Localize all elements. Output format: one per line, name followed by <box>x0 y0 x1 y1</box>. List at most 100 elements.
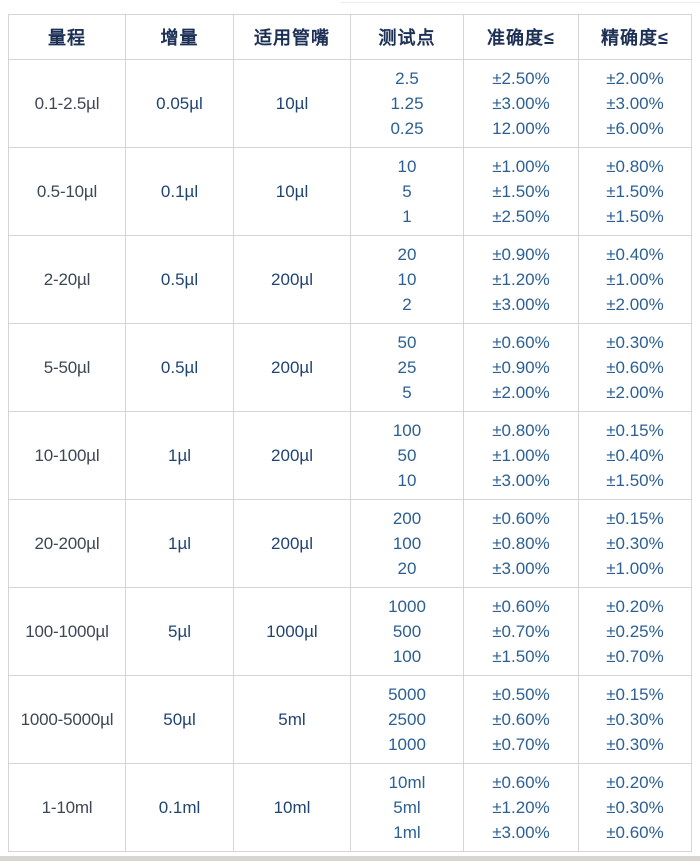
test-point-value: 20 <box>397 245 417 264</box>
test-points-cell: 200 100 20 <box>350 499 464 588</box>
test-point-value: 10 <box>397 157 417 176</box>
precision-value: ±2.00% <box>606 383 664 402</box>
accuracy-value: ±1.00% <box>492 446 550 465</box>
range-cell: 20-200µl <box>8 499 126 588</box>
tip-cell: 200µl <box>233 499 351 588</box>
precision-value: ±1.50% <box>606 207 664 226</box>
test-point-value: 10 <box>397 471 417 490</box>
test-point-value: 20 <box>397 559 417 578</box>
increment-cell: 1µl <box>125 411 234 500</box>
header-row: 量程 增量 适用管嘴 测试点 准确度≤ 精确度≤ <box>8 14 692 60</box>
tip-cell: 200µl <box>233 411 351 500</box>
accuracy-value: ±2.00% <box>492 383 550 402</box>
precision-value: ±0.15% <box>606 509 664 528</box>
test-point-value: 50 <box>397 446 417 465</box>
accuracy-value: ±2.50% <box>492 207 550 226</box>
precision-value: ±0.15% <box>606 685 664 704</box>
test-point-value: 1ml <box>393 823 421 842</box>
table-header: 量程 增量 适用管嘴 测试点 准确度≤ 精确度≤ <box>8 14 692 60</box>
range-cell: 2-20µl <box>8 235 126 324</box>
test-point-value: 5000 <box>388 685 426 704</box>
table-row: 1000-5000µl 50µl 5ml 5000 2500 1000 ±0.5… <box>8 675 692 764</box>
accuracy-value: ±3.00% <box>492 94 550 113</box>
increment-cell: 0.05µl <box>125 59 234 148</box>
precision-cell: ±0.40% ±1.00% ±2.00% <box>578 235 692 324</box>
test-point-value: 25 <box>397 358 417 377</box>
accuracy-value: ±3.00% <box>492 823 550 842</box>
accuracy-cell: ±0.60% ±0.80% ±3.00% <box>463 499 579 588</box>
table-body: 0.1-2.5µl 0.05µl 10µl 2.5 1.25 0.25 ±2.5… <box>8 59 692 852</box>
accuracy-cell: ±0.90% ±1.20% ±3.00% <box>463 235 579 324</box>
test-point-value: 2500 <box>388 710 426 729</box>
precision-value: ±0.80% <box>606 157 664 176</box>
precision-value: ±0.70% <box>606 647 664 666</box>
range-cell: 5-50µl <box>8 323 126 412</box>
test-points-cell: 10ml 5ml 1ml <box>350 763 464 852</box>
table-row: 5-50µl 0.5µl 200µl 50 25 5 ±0.60% ±0.90%… <box>8 323 692 412</box>
test-point-value: 5ml <box>393 798 421 817</box>
test-point-value: 1000 <box>388 735 426 754</box>
accuracy-value: ±0.70% <box>492 622 550 641</box>
accuracy-value: ±3.00% <box>492 471 550 490</box>
accuracy-value: ±0.60% <box>492 509 550 528</box>
precision-value: ±0.40% <box>606 245 664 264</box>
tip-cell: 10µl <box>233 147 351 236</box>
precision-value: ±0.40% <box>606 446 664 465</box>
accuracy-cell: ±1.00% ±1.50% ±2.50% <box>463 147 579 236</box>
precision-value: ±0.30% <box>606 534 664 553</box>
accuracy-value: ±0.80% <box>492 534 550 553</box>
col-header-precision: 精确度≤ <box>578 14 692 60</box>
accuracy-value: ±0.60% <box>492 710 550 729</box>
accuracy-value: ±1.00% <box>492 157 550 176</box>
test-point-value: 50 <box>397 333 417 352</box>
precision-cell: ±2.00% ±3.00% ±6.00% <box>578 59 692 148</box>
accuracy-value: ±1.20% <box>492 270 550 289</box>
tip-cell: 200µl <box>233 323 351 412</box>
accuracy-cell: ±0.50% ±0.60% ±0.70% <box>463 675 579 764</box>
precision-cell: ±0.80% ±1.50% ±1.50% <box>578 147 692 236</box>
test-point-value: 2.5 <box>395 69 419 88</box>
test-point-value: 2 <box>402 295 412 314</box>
table-row: 20-200µl 1µl 200µl 200 100 20 ±0.60% ±0.… <box>8 499 692 588</box>
tip-cell: 200µl <box>233 235 351 324</box>
col-header-range: 量程 <box>8 14 126 60</box>
range-cell: 1-10ml <box>8 763 126 852</box>
increment-cell: 0.5µl <box>125 235 234 324</box>
accuracy-cell: ±2.50% ±3.00% 12.00% <box>463 59 579 148</box>
accuracy-value: ±0.90% <box>492 358 550 377</box>
table-row: 10-100µl 1µl 200µl 100 50 10 ±0.80% ±1.0… <box>8 411 692 500</box>
table-row: 100-1000µl 5µl 1000µl 1000 500 100 ±0.60… <box>8 587 692 676</box>
tip-cell: 1000µl <box>233 587 351 676</box>
pipette-spec-table: 量程 增量 适用管嘴 测试点 准确度≤ 精确度≤ 0.1-2.5µl 0.05µ… <box>8 14 692 852</box>
test-point-value: 10 <box>397 270 417 289</box>
test-point-value: 100 <box>392 534 422 553</box>
table-row: 2-20µl 0.5µl 200µl 20 10 2 ±0.90% ±1.20%… <box>8 235 692 324</box>
col-header-accuracy: 准确度≤ <box>463 14 579 60</box>
accuracy-cell: ±0.60% ±0.70% ±1.50% <box>463 587 579 676</box>
precision-cell: ±0.15% ±0.40% ±1.50% <box>578 411 692 500</box>
accuracy-value: ±3.00% <box>492 559 550 578</box>
pipette-spec-table-container: 量程 增量 适用管嘴 测试点 准确度≤ 精确度≤ 0.1-2.5µl 0.05µ… <box>8 14 692 852</box>
accuracy-cell: ±0.80% ±1.00% ±3.00% <box>463 411 579 500</box>
test-point-value: 100 <box>392 421 422 440</box>
precision-value: ±0.30% <box>606 798 664 817</box>
range-cell: 0.1-2.5µl <box>8 59 126 148</box>
table-row: 0.5-10µl 0.1µl 10µl 10 5 1 ±1.00% ±1.50%… <box>8 147 692 236</box>
precision-cell: ±0.30% ±0.60% ±2.00% <box>578 323 692 412</box>
accuracy-value: ±0.60% <box>492 597 550 616</box>
col-header-tip: 适用管嘴 <box>233 14 351 60</box>
test-points-cell: 10 5 1 <box>350 147 464 236</box>
precision-value: ±0.30% <box>606 710 664 729</box>
accuracy-value: 12.00% <box>492 119 550 138</box>
accuracy-value: ±0.50% <box>492 685 550 704</box>
accuracy-value: ±0.80% <box>492 421 550 440</box>
precision-cell: ±0.15% ±0.30% ±0.30% <box>578 675 692 764</box>
accuracy-value: ±0.60% <box>492 773 550 792</box>
precision-value: ±1.50% <box>606 182 664 201</box>
accuracy-value: ±3.00% <box>492 295 550 314</box>
accuracy-value: ±2.50% <box>492 69 550 88</box>
increment-cell: 0.5µl <box>125 323 234 412</box>
test-point-value: 500 <box>392 622 422 641</box>
precision-value: ±0.30% <box>606 333 664 352</box>
precision-cell: ±0.15% ±0.30% ±1.00% <box>578 499 692 588</box>
